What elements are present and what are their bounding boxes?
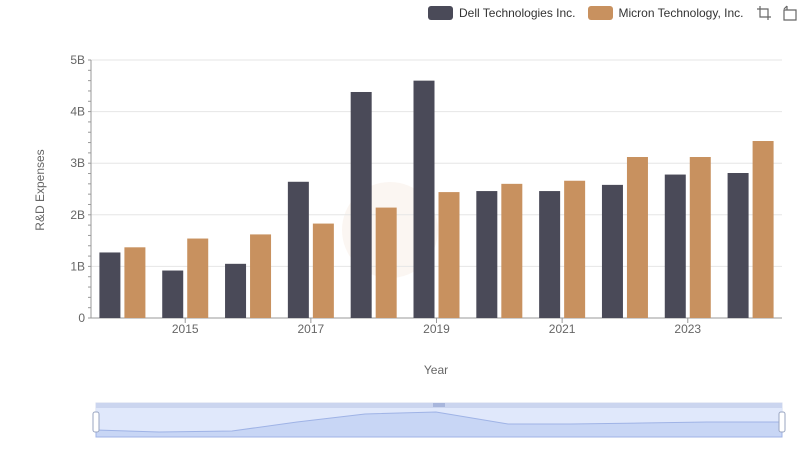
bar-dell-2017[interactable] [287,181,309,318]
x-tick-label: 2019 [423,322,450,336]
bar-dell-2019[interactable] [413,80,435,318]
legend-item-dell[interactable]: Dell Technologies Inc. [428,6,576,20]
slider-preview-area [95,411,783,438]
legend-label-dell: Dell Technologies Inc. [459,6,576,20]
y-axis-label: R&D Expenses [33,149,47,230]
legend-label-micron: Micron Technology, Inc. [618,6,744,20]
bar-dell-2020[interactable] [476,191,498,318]
bar-dell-2024[interactable] [727,173,749,318]
legend-swatch-dell [428,6,453,20]
bar-dell-2014[interactable] [99,252,121,318]
x-axis: 2015 2017 2019 2021 2023 [172,318,701,336]
x-tick-label: 2023 [674,322,701,336]
bar-dell-2023[interactable] [664,174,686,318]
bars [99,80,774,318]
x-tick-label: 2021 [549,322,576,336]
slider-right-handle[interactable] [778,411,786,433]
bar-micron-2016[interactable] [250,234,272,318]
x-tick-label: 2015 [172,322,199,336]
bar-micron-2017[interactable] [312,223,334,318]
bar-dell-2018[interactable] [350,91,372,318]
slider-left-handle[interactable] [92,411,100,433]
x-tick-label: 2017 [298,322,325,336]
y-tick-label: 4B [70,105,85,119]
slider-move-handle[interactable] [433,403,445,407]
bar-dell-2015[interactable] [162,270,184,318]
bar-micron-2024[interactable] [752,141,774,318]
bar-micron-2022[interactable] [626,157,648,318]
y-tick-label: 5B [70,53,85,67]
y-tick-label: 0 [78,311,85,325]
bar-dell-2016[interactable] [225,263,247,318]
legend: Dell Technologies Inc. Micron Technology… [428,4,799,22]
bar-dell-2022[interactable] [601,184,623,318]
data-zoom-slider[interactable] [92,402,786,438]
y-tick-label: 1B [70,259,85,273]
bar-dell-2021[interactable] [539,191,561,318]
y-axis: 0 1B 2B 3B 4B 5B [70,53,92,325]
bar-micron-2019[interactable] [438,192,460,318]
bar-micron-2014[interactable] [124,247,146,318]
legend-item-micron[interactable]: Micron Technology, Inc. [587,6,744,20]
bar-micron-2015[interactable] [187,238,209,318]
x-axis-label: Year [424,363,448,377]
bar-micron-2020[interactable] [501,183,523,318]
zoom-icon[interactable] [755,4,773,22]
y-tick-label: 2B [70,208,85,222]
y-tick-label: 3B [70,156,85,170]
legend-swatch-micron [587,6,613,20]
bar-micron-2018[interactable] [375,207,397,318]
bar-micron-2021[interactable] [564,180,586,318]
bar-micron-2023[interactable] [689,157,711,318]
restore-icon[interactable] [781,4,799,22]
